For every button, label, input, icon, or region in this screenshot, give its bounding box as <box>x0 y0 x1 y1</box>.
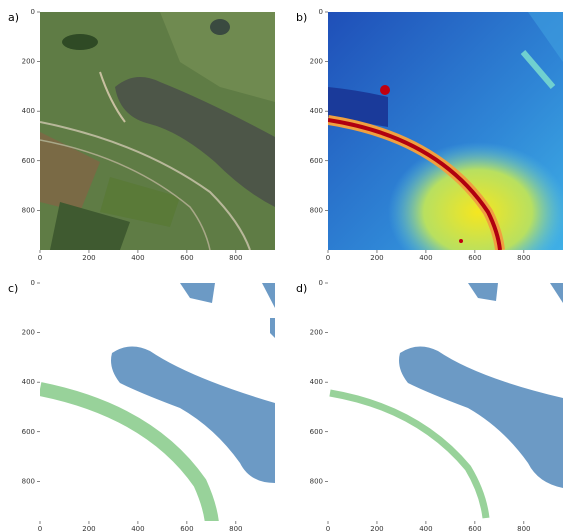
y-tick-label: 200 <box>22 58 35 66</box>
y-tick-label: 0 <box>319 279 323 287</box>
figure: a) 0 200 400 600 800 0 200 400 600 800 b) 0 200 400 600… <box>0 0 563 531</box>
y-tick-label: 800 <box>310 477 323 485</box>
x-tick-label: 0 <box>38 525 42 531</box>
x-tick-label: 200 <box>370 254 383 262</box>
y-tick-label: 400 <box>22 107 35 115</box>
y-tick-label: 200 <box>310 329 323 337</box>
y-tick-label: 400 <box>310 107 323 115</box>
y-tick-label: 200 <box>22 329 35 337</box>
y-tick-label: 200 <box>310 58 323 66</box>
x-tick-label: 200 <box>370 525 383 531</box>
y-tick-label: 400 <box>310 378 323 386</box>
y-tick-label: 800 <box>22 206 35 214</box>
x-tick-label: 800 <box>517 525 530 531</box>
y-tick-label: 600 <box>310 157 323 165</box>
x-tick-label: 400 <box>131 525 144 531</box>
y-tick-label: 400 <box>22 378 35 386</box>
x-tick-label: 600 <box>180 525 193 531</box>
x-tick-label: 400 <box>419 525 432 531</box>
x-tick-label: 600 <box>180 254 193 262</box>
x-tick-label: 600 <box>468 254 481 262</box>
y-tick-label: 600 <box>22 157 35 165</box>
mask-image <box>40 283 275 523</box>
x-tick-label: 600 <box>468 525 481 531</box>
panel-label: d) <box>296 282 307 295</box>
heatmap-image <box>328 12 563 282</box>
y-tick-label: 800 <box>22 477 35 485</box>
x-tick-label: 0 <box>38 254 42 262</box>
y-tick-label: 0 <box>319 8 323 16</box>
aerial-image <box>40 12 275 250</box>
panel-label: b) <box>296 11 307 24</box>
panel-label: c) <box>8 282 18 295</box>
y-tick-label: 0 <box>31 279 35 287</box>
prediction-image <box>328 283 563 521</box>
x-tick-label: 800 <box>229 525 242 531</box>
x-tick-label: 200 <box>82 254 95 262</box>
x-tick-label: 0 <box>326 525 330 531</box>
y-tick-label: 600 <box>310 428 323 436</box>
x-tick-label: 200 <box>82 525 95 531</box>
x-tick-label: 800 <box>517 254 530 262</box>
panel-label: a) <box>8 11 19 24</box>
y-tick-label: 0 <box>31 8 35 16</box>
x-tick-label: 400 <box>131 254 144 262</box>
x-tick-label: 800 <box>229 254 242 262</box>
x-tick-label: 400 <box>419 254 432 262</box>
y-tick-label: 800 <box>310 206 323 214</box>
y-tick-label: 600 <box>22 428 35 436</box>
x-tick-label: 0 <box>326 254 330 262</box>
